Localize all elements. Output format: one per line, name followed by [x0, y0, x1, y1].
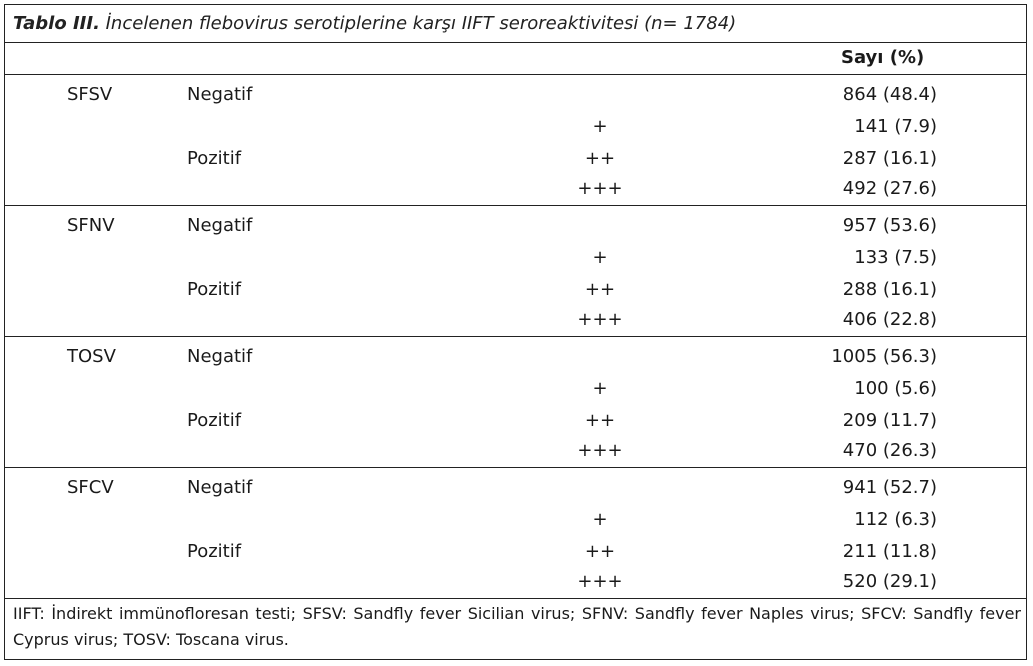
table-row: SFCV Negatif 941 (52.7) — [5, 472, 1026, 504]
count-cell: 287 (16.1) — [842, 148, 937, 169]
status-cell: Negatif — [187, 215, 253, 236]
table-row: +112 (6.3) — [5, 504, 1026, 536]
status-cell: Pozitif — [187, 541, 242, 562]
count-cell: 864 (48.4) — [842, 84, 937, 105]
table-row: TOSV Negatif 1005 (56.3) — [5, 341, 1026, 373]
count-cell: 288 (16.1) — [842, 279, 937, 300]
count-cell: 941 (52.7) — [842, 477, 937, 498]
count-cell: 133 (7.5) — [854, 247, 937, 268]
grade-cell: ++ — [584, 410, 616, 431]
grade-cell: + — [592, 509, 608, 530]
count-cell: 520 (29.1) — [842, 571, 937, 592]
count-cell: 1005 (56.3) — [831, 346, 937, 367]
table-row: Pozitif ++ 287 (16.1) — [5, 143, 1026, 175]
table-row: +141 (7.9) — [5, 111, 1026, 143]
table-row: Pozitif ++ 209 (11.7) — [5, 405, 1026, 437]
grade-cell: ++ — [584, 279, 616, 300]
count-cell: 406 (22.8) — [842, 309, 937, 330]
grade-cell: +++ — [577, 571, 623, 592]
status-cell: Negatif — [187, 346, 253, 367]
count-cell: 112 (6.3) — [854, 509, 937, 530]
table-frame: Tablo III. İncelenen flebovirus serotipl… — [4, 4, 1027, 660]
status-cell: Negatif — [187, 477, 253, 498]
grade-cell: +++ — [577, 309, 623, 330]
serotype-group: SFNV Negatif 957 (53.6) +133 (7.5) Pozitif ++… — [5, 206, 1026, 337]
serotype-group: SFSV Negatif 864 (48.4) +141 (7.9) Pozitif ++… — [5, 75, 1026, 206]
table-title-text: İncelenen flebovirus serotiplerine karşı… — [99, 13, 737, 34]
table-row: Pozitif ++ 211 (11.8) — [5, 536, 1026, 568]
grade-cell: + — [592, 247, 608, 268]
grade-cell: + — [592, 378, 608, 399]
table-row: SFNV Negatif 957 (53.6) — [5, 210, 1026, 242]
grade-cell: ++ — [584, 541, 616, 562]
count-cell: 211 (11.8) — [842, 541, 937, 562]
table-header: Sayı (%) — [5, 43, 1026, 75]
status-cell: Negatif — [187, 84, 253, 105]
count-column-header: Sayı (%) — [841, 47, 925, 68]
count-cell: 141 (7.9) — [854, 116, 937, 137]
grade-cell: +++ — [577, 178, 623, 199]
serotype-label: SFNV — [67, 215, 115, 236]
grade-cell: + — [592, 116, 608, 137]
table-title-label: Tablo III. — [13, 13, 100, 34]
serotype-group: SFCV Negatif 941 (52.7) +112 (6.3) Pozitif ++… — [5, 468, 1026, 599]
table-row: +++ 520 (29.1) — [5, 566, 1026, 598]
table-title: Tablo III. İncelenen flebovirus serotipl… — [5, 5, 1026, 43]
count-cell: 470 (26.3) — [842, 440, 937, 461]
serotype-label: SFSV — [67, 84, 113, 105]
table-row: +++ 492 (27.6) — [5, 173, 1026, 205]
table-row: SFSV Negatif 864 (48.4) — [5, 79, 1026, 111]
table-row: Pozitif ++ 288 (16.1) — [5, 274, 1026, 306]
serotype-label: SFCV — [67, 477, 114, 498]
table-row: +++ 406 (22.8) — [5, 304, 1026, 336]
count-cell: 209 (11.7) — [842, 410, 937, 431]
table-footnote: IIFT: İndirekt immünofloresan testi; SFS… — [13, 604, 1021, 649]
serotype-group: TOSV Negatif 1005 (56.3) +100 (5.6) Pozitif +… — [5, 337, 1026, 468]
serotype-label: TOSV — [67, 346, 116, 367]
count-cell: 957 (53.6) — [842, 215, 937, 236]
table-row: +100 (5.6) — [5, 373, 1026, 405]
status-cell: Pozitif — [187, 148, 242, 169]
count-cell: 492 (27.6) — [842, 178, 937, 199]
grade-cell: +++ — [577, 440, 623, 461]
table-row: +133 (7.5) — [5, 242, 1026, 274]
status-cell: Pozitif — [187, 410, 242, 431]
grade-cell: ++ — [584, 148, 616, 169]
count-cell: 100 (5.6) — [854, 378, 937, 399]
status-cell: Pozitif — [187, 279, 242, 300]
table-row: +++ 470 (26.3) — [5, 435, 1026, 467]
table-body: SFSV Negatif 864 (48.4) +141 (7.9) Pozitif ++… — [5, 75, 1026, 599]
